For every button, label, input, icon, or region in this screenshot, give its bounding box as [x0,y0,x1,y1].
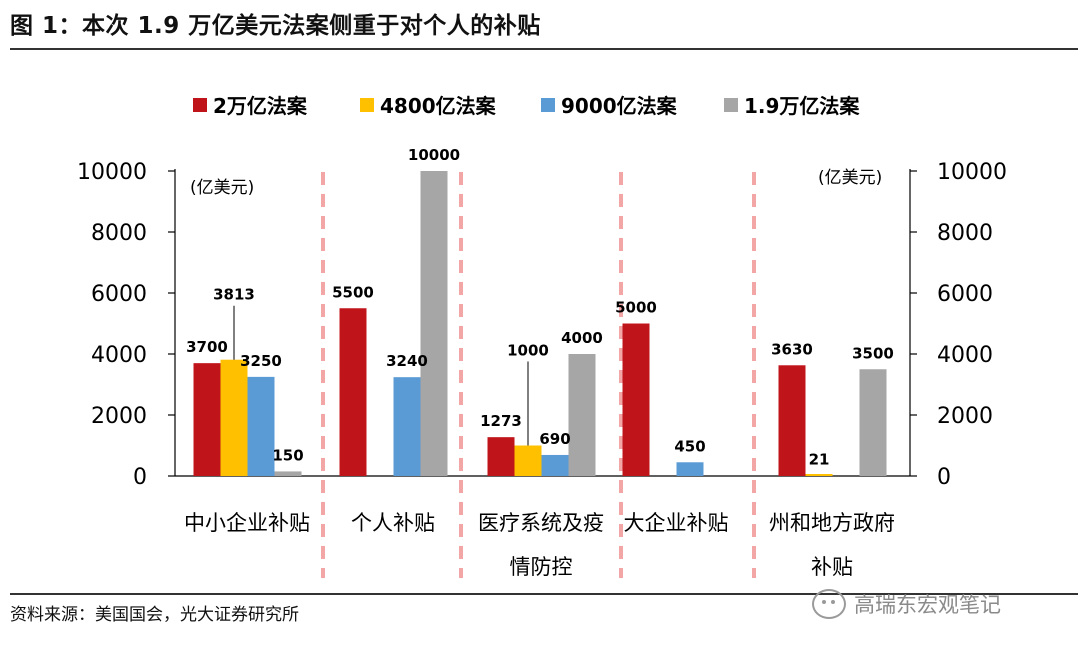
unit-label-right: (亿美元) [818,168,882,188]
legend-swatch [541,98,555,112]
legend-label: 2万亿法案 [213,94,308,118]
data-label: 150 [272,446,303,464]
source-note: 资料来源：美国国会，光大证券研究所 [10,605,299,625]
data-label: 1273 [480,412,522,430]
x-tick-label: 情防控 [510,555,573,579]
bar-chart: 2万亿法案 4800亿法案 9000亿法案 1.9万亿法案 0 2000 4000 6000… [77,94,1007,579]
y-tick-label-left: 6000 [91,282,147,307]
title-divider [10,48,1078,50]
watermark: 高瑞东宏观笔记 [812,586,1001,622]
data-label: 3500 [852,344,894,362]
x-tick-label: 州和地方政府 [769,511,895,535]
legend-swatch [724,98,738,112]
bar [541,454,569,476]
legend-label: 1.9万亿法案 [744,94,860,118]
legend-label: 9000亿法案 [561,94,678,118]
y-tick-label-left: 4000 [91,343,147,368]
legend-swatch [360,98,374,112]
chart-legend: 2万亿法案 4800亿法案 9000亿法案 1.9万亿法案 [193,94,860,118]
x-tick-label: 中小企业补贴 [184,511,310,535]
data-label: 5000 [615,299,657,317]
y-tick-label-right: 8000 [937,221,993,246]
bar [220,359,248,476]
x-tick-label: 医疗系统及疫 [478,511,604,535]
data-label: 690 [539,430,570,448]
y-tick-label-right: 2000 [937,404,993,429]
y-tick-label-right: 0 [937,465,951,490]
x-tick-label: 个人补贴 [351,511,435,535]
y-tick-label-left: 0 [133,465,147,490]
bar [274,471,302,476]
data-label: 4000 [561,329,603,347]
bar [568,354,596,476]
data-label: 3250 [240,352,282,370]
bar [487,437,515,476]
unit-label-left: (亿美元) [190,178,254,198]
bar [859,369,887,476]
data-label: 21 [809,450,830,468]
bar [622,323,650,476]
data-label: 5500 [332,283,374,301]
y-tick-label-right: 6000 [937,282,993,307]
bar [393,377,421,476]
bar [193,363,221,476]
data-label: 3700 [186,338,228,356]
data-label: 1000 [507,342,549,360]
bar [420,171,448,476]
watermark-text: 高瑞东宏观笔记 [854,593,1001,617]
bar [676,462,704,476]
data-label: 3630 [771,340,813,358]
legend-label: 4800亿法案 [380,94,497,118]
category-separators [321,172,756,578]
legend-swatch [193,98,207,112]
x-tick-label: 补贴 [811,555,853,579]
bar [247,376,275,476]
figure-title: 图 1：本次 1.9 万亿美元法案侧重于对个人的补贴 [10,13,541,39]
bars-group [193,171,887,476]
bar [778,365,806,476]
footer-divider [10,593,1078,595]
y-tick-label-left: 10000 [77,160,147,185]
bar [339,308,367,476]
y-tick-label-left: 8000 [91,221,147,246]
bar [805,474,833,476]
data-label: 3240 [386,352,428,370]
bar [514,445,542,476]
data-label: 450 [674,437,705,455]
y-tick-label-right: 10000 [937,160,1007,185]
data-labels-group: 3700 5500 1273 5000 3630 3813 1000 21 3250 3240 69… [186,146,894,468]
right-axis: 0 2000 4000 6000 8000 10000 [909,160,1007,490]
wechat-icon [812,589,846,619]
y-tick-label-left: 2000 [91,404,147,429]
data-label: 3813 [213,286,255,304]
x-tick-label: 大企业补贴 [624,511,729,535]
y-tick-label-right: 4000 [937,343,993,368]
data-label: 10000 [408,146,460,164]
